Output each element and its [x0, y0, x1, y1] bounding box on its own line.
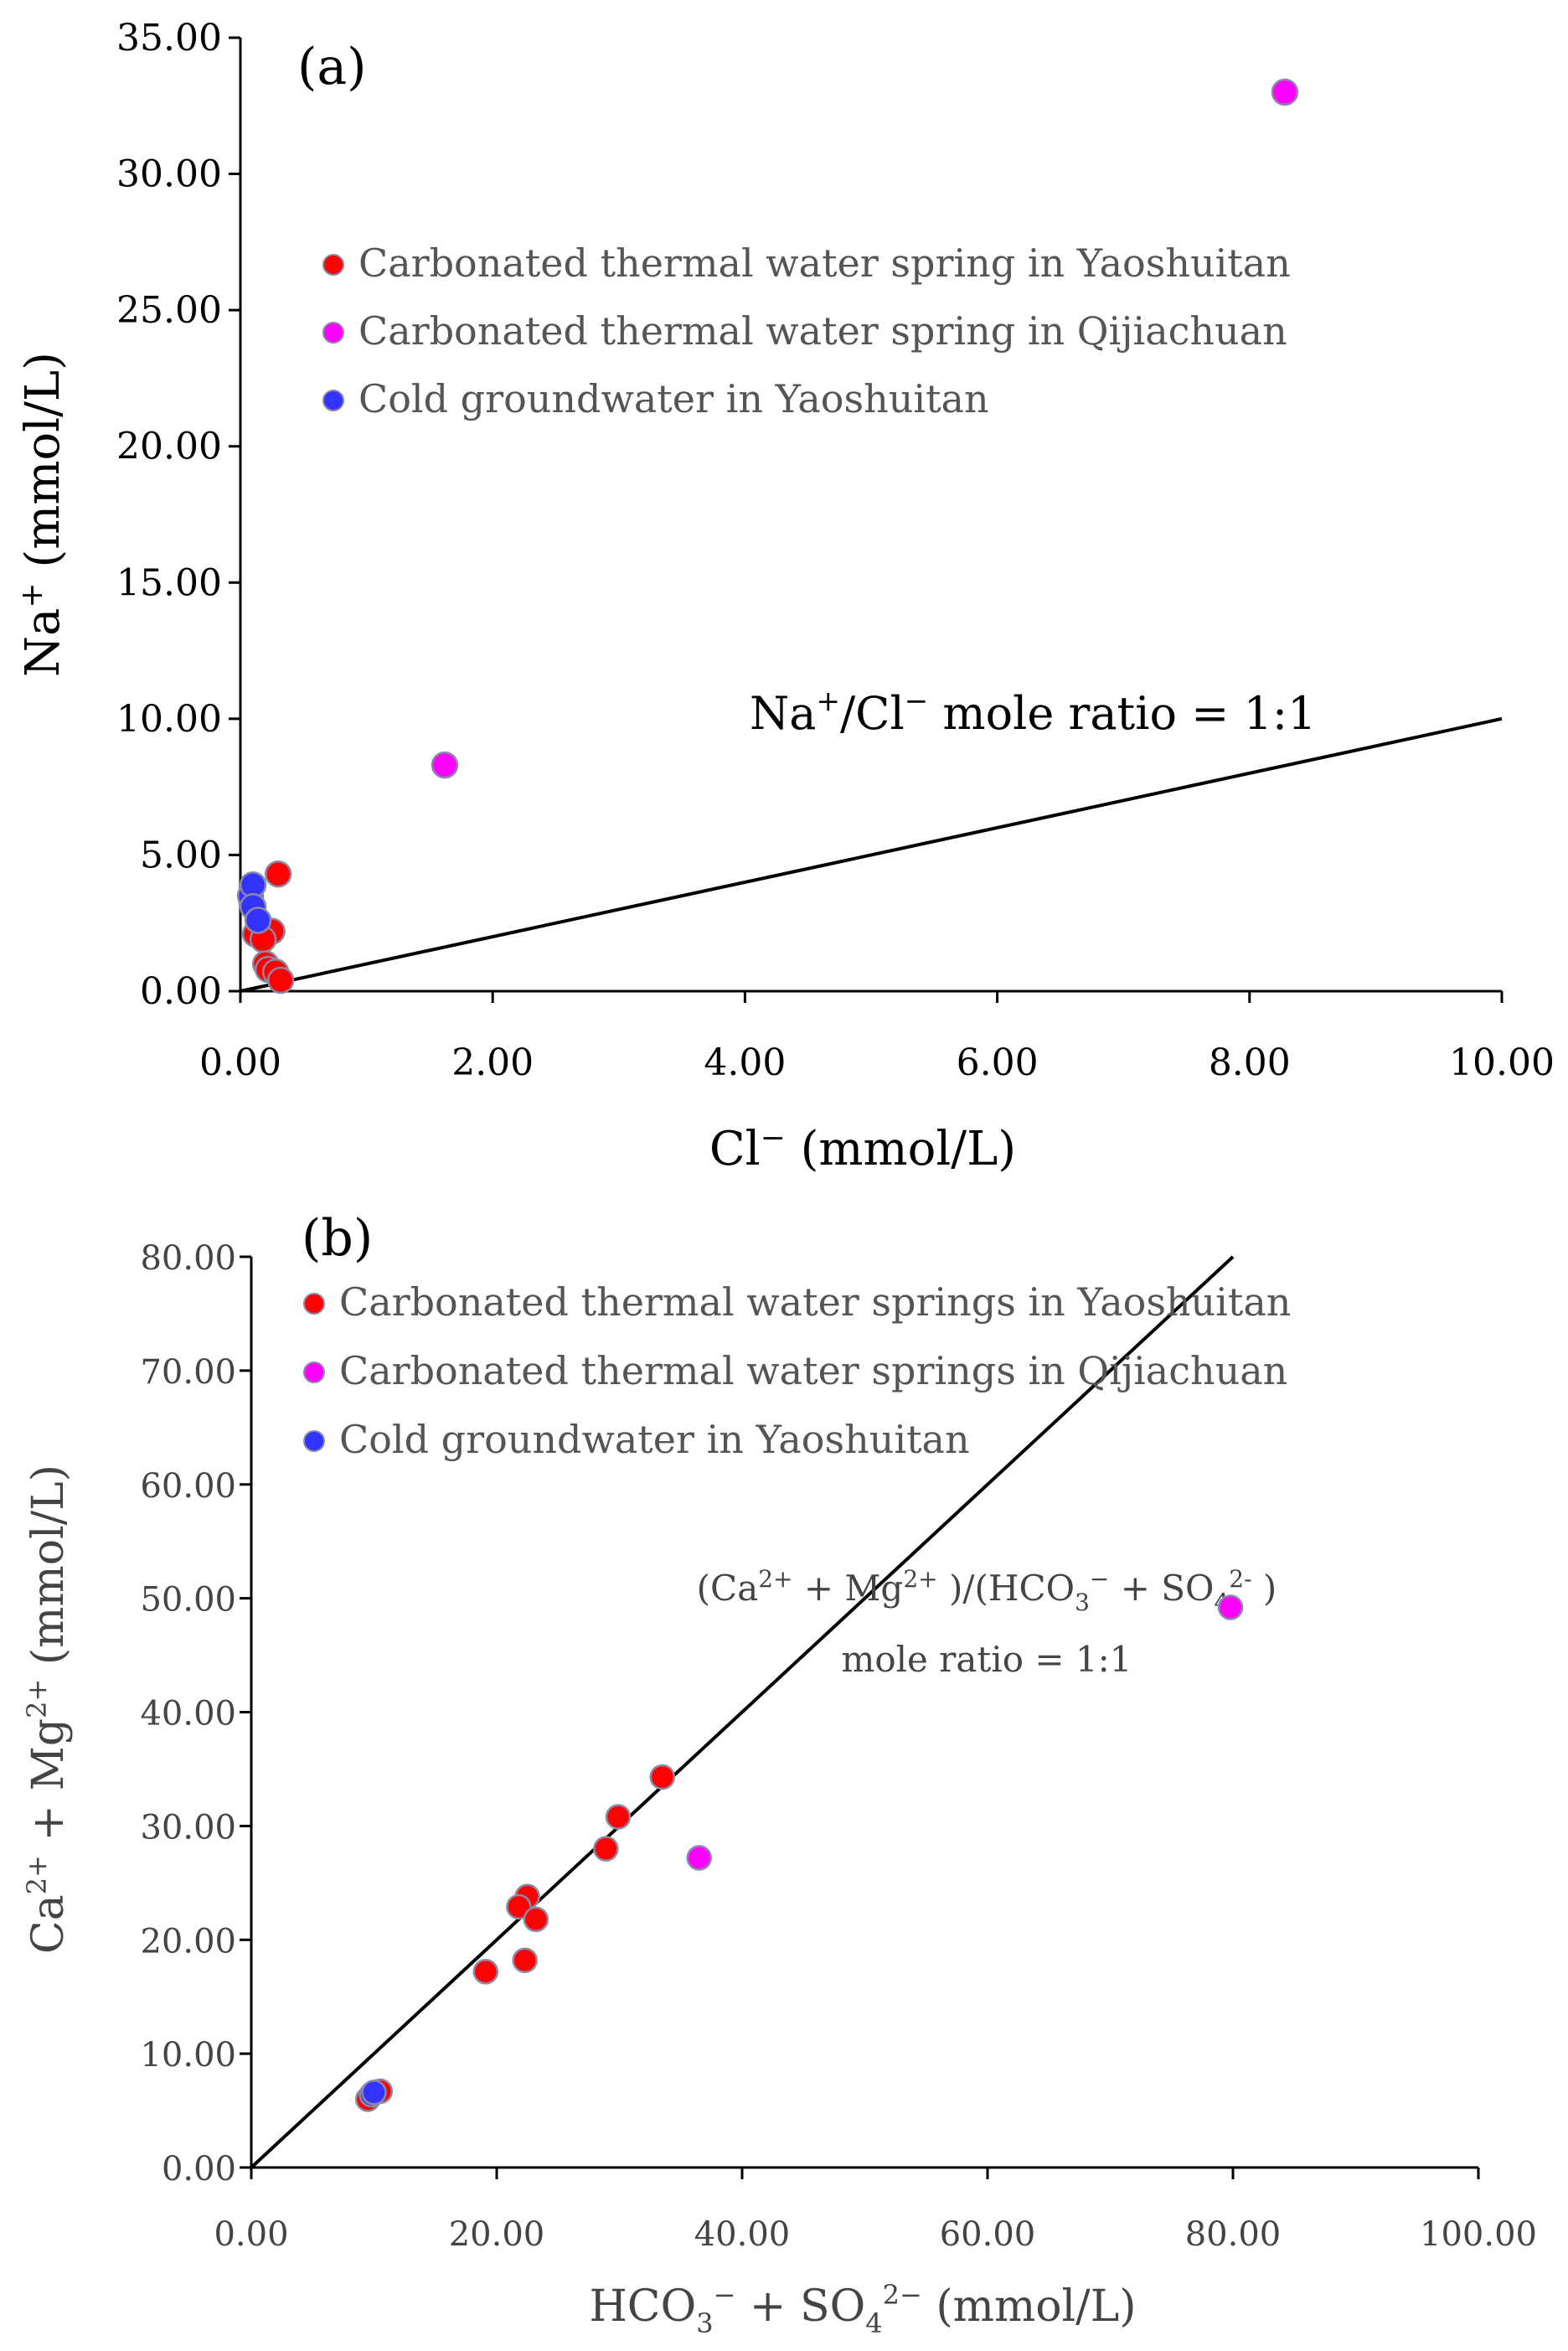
legend-label: Carbonated thermal water spring in Yaosh… [358, 240, 1291, 286]
x-tick-label: 40.00 [694, 2215, 791, 2254]
legend-label: Cold groundwater in Yaoshuitan [358, 376, 989, 421]
y-tick-label: 20.00 [116, 426, 222, 468]
ratio-annotation-b-line1: (Ca2+ + Mg2+ )/(HCO3− + SO42- ) [697, 1565, 1277, 1616]
x-tick-label: 10.00 [1449, 1041, 1555, 1084]
x-tick-label: 4.00 [704, 1041, 786, 1084]
data-point [523, 1906, 549, 1933]
y-tick-label: 0.00 [162, 2150, 236, 2188]
x-axis-title-b: HCO3− + SO42− (mmol/L) [589, 2279, 1136, 2339]
x-tick-label: 100.00 [1420, 2215, 1537, 2254]
y-axis-title-a: Na+ (mmol/L) [15, 352, 70, 677]
y-axis-title-b: Ca2+ + Mg2+ (mmol/L) [21, 1465, 74, 1954]
y-tick-label: 50.00 [140, 1581, 236, 1620]
data-point [593, 1836, 619, 1862]
legend-label: Carbonated thermal water springs in Yaos… [339, 1279, 1291, 1325]
panel-label-a: (a) [297, 38, 367, 96]
data-point [266, 966, 295, 995]
legend-marker [303, 1293, 325, 1315]
data-point [431, 751, 459, 779]
x-tick-label: 0.00 [214, 2215, 288, 2254]
series-b-1 [686, 1594, 1244, 1871]
series-b-0 [354, 1764, 676, 2112]
data-point [264, 860, 292, 888]
data-point [361, 2080, 387, 2106]
y-tick-label: 0.00 [140, 970, 222, 1013]
y-tick-label: 70.00 [140, 1353, 236, 1392]
data-point [472, 1959, 499, 1985]
x-tick-label: 80.00 [1185, 2215, 1282, 2254]
legend-marker [303, 1430, 325, 1452]
series-a-1 [431, 78, 1299, 779]
chart-a: 0.00 2.00 4.00 6.00 8.00 10.00 0.00 5.00 10.00 15… [15, 17, 1555, 1176]
ratio-annotation-a: Na+/Cl− mole ratio = 1:1 [750, 685, 1316, 740]
y-tick-label: 15.00 [116, 561, 222, 604]
x-axis-title-a: Cl− (mmol/L) [709, 1121, 1016, 1176]
data-point [1217, 1594, 1244, 1620]
panel-label-b: (b) [302, 1209, 373, 1268]
y-tick-label: 30.00 [140, 1808, 236, 1847]
chart-b: 0.00 20.00 40.00 60.00 80.00 100.00 0.00 10.00 2… [21, 1209, 1537, 2339]
data-point [686, 1845, 712, 1871]
ratio-line-a [240, 716, 1503, 993]
x-tick-label: 20.00 [449, 2215, 545, 2254]
y-tick-label: 30.00 [116, 153, 222, 196]
ratio-annotation-b-line2: mole ratio = 1:1 [842, 1639, 1132, 1680]
ratio-line-b [250, 1255, 1235, 2169]
data-point [649, 1764, 676, 1790]
data-point [605, 1804, 632, 1830]
series-b-2 [358, 2080, 387, 2108]
y-tick-label: 20.00 [140, 1922, 236, 1961]
y-tick-label: 10.00 [116, 698, 222, 741]
x-tick-label: 60.00 [940, 2215, 1036, 2254]
data-point [1271, 78, 1299, 106]
y-tick-label: 40.00 [140, 1695, 236, 1734]
y-tick-label: 35.00 [116, 17, 222, 59]
data-point [244, 907, 272, 934]
y-tick-label: 10.00 [140, 2036, 236, 2075]
y-tick-label: 80.00 [140, 1239, 236, 1278]
y-tick-label: 25.00 [116, 289, 222, 332]
legend-label: Carbonated thermal water spring in Qijia… [358, 308, 1287, 354]
x-tick-label: 0.00 [199, 1041, 281, 1084]
legend-marker [322, 390, 344, 411]
y-tick-label: 60.00 [140, 1467, 236, 1506]
legend-marker [322, 322, 344, 344]
data-point [506, 1894, 532, 1920]
series-a-2 [236, 871, 272, 934]
x-tick-label: 2.00 [451, 1041, 534, 1084]
legend-marker [303, 1362, 325, 1383]
x-tick-label: 6.00 [957, 1041, 1039, 1084]
legend-marker [322, 254, 344, 276]
x-tick-label: 8.00 [1209, 1041, 1291, 1084]
series-a-0 [241, 860, 295, 995]
legend-label: Cold groundwater in Yaoshuitan [339, 1417, 970, 1462]
data-point [512, 1947, 538, 1973]
y-tick-label: 5.00 [140, 834, 222, 876]
legend-label: Carbonated thermal water springs in Qiji… [339, 1348, 1287, 1393]
